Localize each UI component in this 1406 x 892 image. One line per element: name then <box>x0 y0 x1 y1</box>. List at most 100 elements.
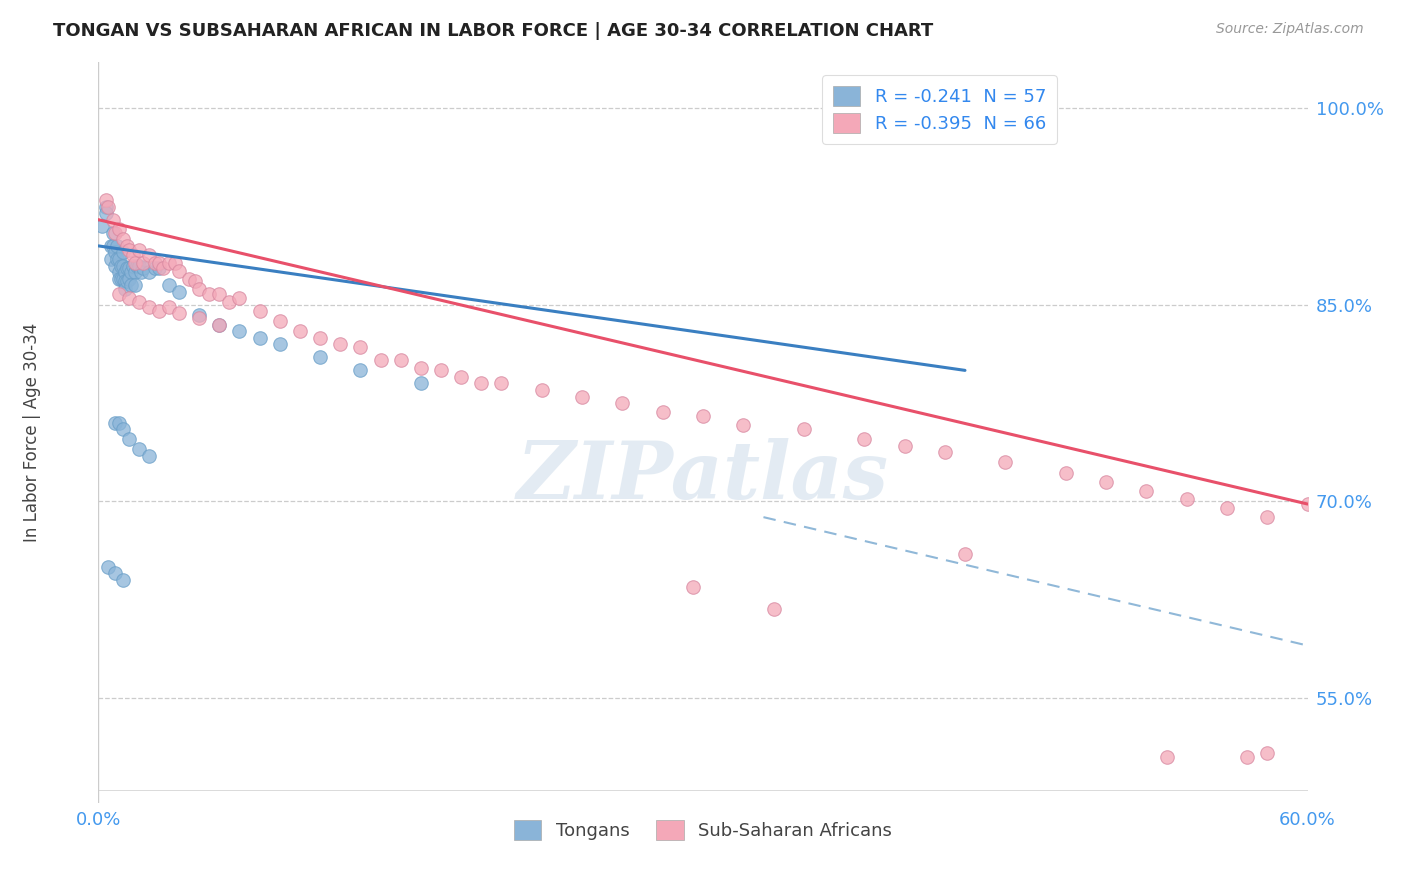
Point <box>114 274 136 288</box>
Point <box>101 239 124 253</box>
Point <box>163 256 186 270</box>
Point <box>124 265 146 279</box>
Point <box>91 219 114 234</box>
Point <box>96 206 118 220</box>
Point <box>228 324 250 338</box>
Point <box>470 376 492 391</box>
Point <box>128 259 150 273</box>
Point <box>138 265 160 279</box>
Point <box>111 271 134 285</box>
Point <box>111 573 134 587</box>
Point <box>1135 483 1157 498</box>
Text: Source: ZipAtlas.com: Source: ZipAtlas.com <box>1216 22 1364 37</box>
Point <box>249 330 271 344</box>
Point <box>103 245 125 260</box>
Point <box>110 271 132 285</box>
Point <box>101 226 124 240</box>
Point <box>107 265 129 279</box>
Point <box>167 306 190 320</box>
Point <box>288 324 311 338</box>
Point <box>124 256 146 270</box>
Point <box>118 291 141 305</box>
Point <box>762 602 785 616</box>
Text: TONGAN VS SUBSAHARAN AFRICAN IN LABOR FORCE | AGE 30-34 CORRELATION CHART: TONGAN VS SUBSAHARAN AFRICAN IN LABOR FO… <box>53 22 934 40</box>
Point <box>128 295 150 310</box>
Point <box>612 396 634 410</box>
Point <box>103 226 125 240</box>
Point <box>101 212 124 227</box>
Point <box>107 416 129 430</box>
Point <box>389 352 412 367</box>
Point <box>157 301 180 315</box>
Point <box>853 432 876 446</box>
Point <box>100 252 122 266</box>
Legend: Tongans, Sub-Saharan Africans: Tongans, Sub-Saharan Africans <box>508 813 898 847</box>
Point <box>110 259 132 273</box>
Point <box>118 432 141 446</box>
Point <box>269 337 291 351</box>
Point <box>188 282 211 296</box>
Point <box>118 271 141 285</box>
Text: In Labor Force | Age 30-34: In Labor Force | Age 30-34 <box>22 323 41 542</box>
Point <box>450 370 472 384</box>
Point <box>138 449 160 463</box>
Point <box>96 193 118 207</box>
Point <box>370 352 392 367</box>
Point <box>430 363 453 377</box>
Point <box>124 278 146 293</box>
Point <box>132 261 155 276</box>
Point <box>148 261 170 276</box>
Point <box>132 256 155 270</box>
Point <box>157 256 180 270</box>
Point <box>115 274 138 288</box>
Point <box>530 383 553 397</box>
Point <box>111 259 134 273</box>
Point <box>143 256 166 270</box>
Point <box>125 259 148 273</box>
Point <box>692 409 714 424</box>
Text: ZIPatlas: ZIPatlas <box>517 438 889 516</box>
Point <box>105 239 128 253</box>
Point <box>114 282 136 296</box>
Point <box>103 566 125 581</box>
Point <box>96 200 118 214</box>
Point <box>208 318 231 332</box>
Point <box>893 439 915 453</box>
Point <box>188 309 211 323</box>
Point <box>105 252 128 266</box>
Point <box>198 287 221 301</box>
Point <box>118 261 141 276</box>
Point <box>138 301 160 315</box>
Point <box>1095 475 1118 489</box>
Point <box>329 337 352 351</box>
Point <box>118 243 141 257</box>
Point <box>208 318 231 332</box>
Point <box>111 245 134 260</box>
Point <box>269 313 291 327</box>
Point <box>409 376 432 391</box>
Point <box>733 418 755 433</box>
Point <box>115 239 138 253</box>
Point <box>103 416 125 430</box>
Point <box>120 278 142 293</box>
Point <box>184 274 207 288</box>
Point <box>143 261 166 276</box>
Point <box>167 285 190 299</box>
Point <box>1296 497 1319 511</box>
Point <box>107 271 129 285</box>
Point <box>121 248 143 262</box>
Point <box>188 310 211 325</box>
Point <box>148 256 170 270</box>
Point <box>1256 510 1278 524</box>
Point <box>129 265 152 279</box>
Point <box>120 265 142 279</box>
Point <box>228 291 250 305</box>
Point <box>152 261 174 276</box>
Point <box>682 580 704 594</box>
Point <box>953 547 976 561</box>
Point <box>114 265 136 279</box>
Point <box>157 278 180 293</box>
Point <box>97 560 120 574</box>
Point <box>309 330 332 344</box>
Point <box>409 360 432 375</box>
